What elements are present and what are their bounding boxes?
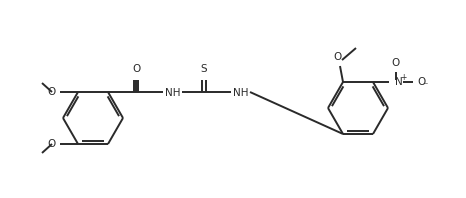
Text: O: O [334, 52, 342, 62]
Text: O: O [48, 139, 56, 149]
Text: NH: NH [233, 88, 249, 98]
Text: ⁻: ⁻ [422, 81, 428, 91]
Text: NH: NH [165, 88, 181, 98]
Text: O: O [417, 77, 425, 87]
Text: O: O [392, 58, 400, 68]
Text: S: S [201, 64, 207, 74]
Text: N: N [395, 77, 403, 87]
Text: +: + [400, 72, 406, 82]
Text: O: O [48, 87, 56, 97]
Text: O: O [132, 64, 140, 74]
